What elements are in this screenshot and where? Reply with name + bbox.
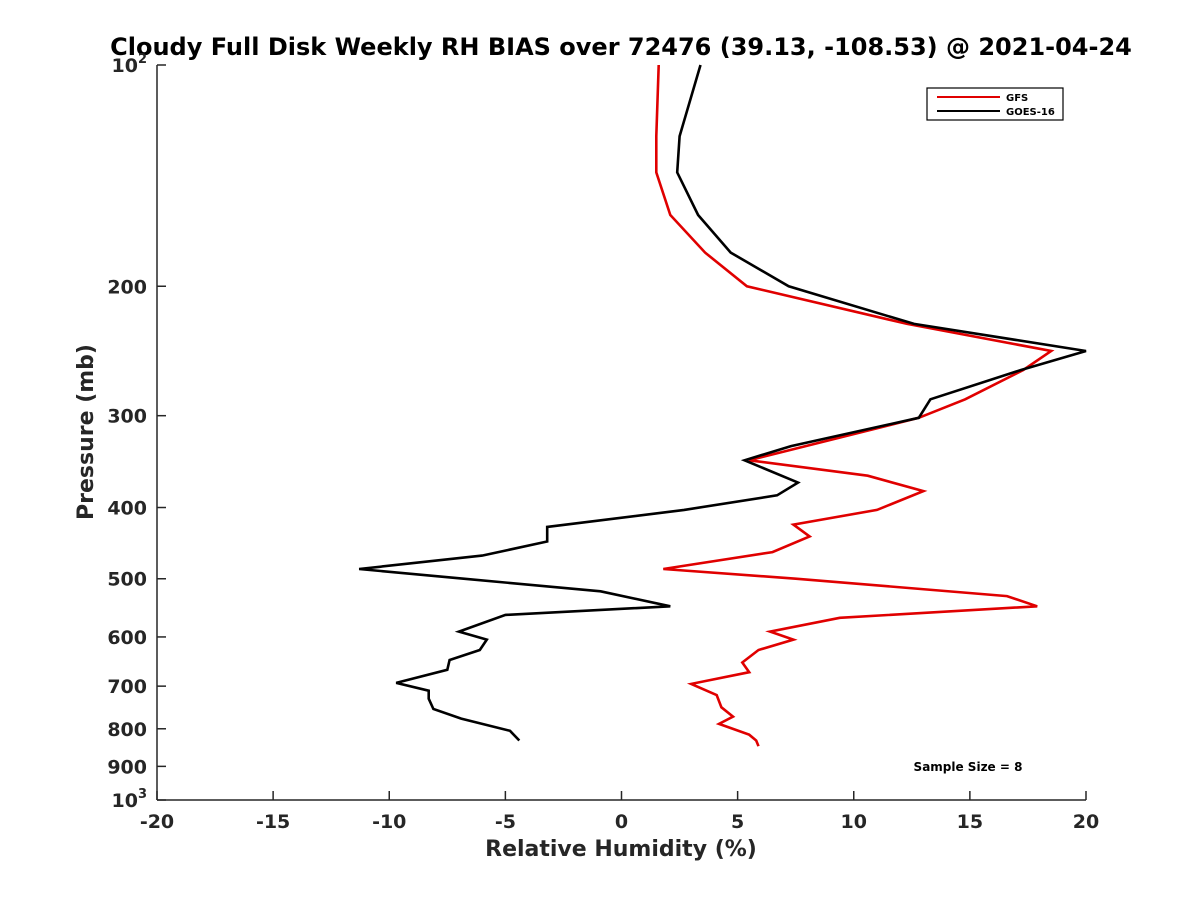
y-tick-label: 700 bbox=[107, 676, 147, 698]
y-tick-label: 500 bbox=[107, 569, 147, 591]
y-tick-label: 300 bbox=[107, 406, 147, 428]
y-tick-exponent: 2 bbox=[138, 52, 147, 67]
legend-label-gfs: GFS bbox=[1006, 93, 1028, 104]
y-tick-label: 400 bbox=[107, 498, 147, 520]
chart-title: Cloudy Full Disk Weekly RH BIAS over 724… bbox=[110, 33, 1132, 61]
x-axis-label: Relative Humidity (%) bbox=[485, 837, 757, 862]
y-axis-label: Pressure (mb) bbox=[74, 344, 99, 520]
y-tick-label: 103 bbox=[112, 787, 148, 812]
y-tick-label: 102 bbox=[112, 52, 148, 77]
x-tick-label: 5 bbox=[731, 811, 744, 833]
x-tick-label: -15 bbox=[256, 811, 290, 833]
series-line-gfs bbox=[654, 64, 1055, 747]
plot-area bbox=[157, 65, 1086, 800]
x-tick-label: -20 bbox=[140, 811, 174, 833]
sample-size-annotation: Sample Size = 8 bbox=[914, 760, 1023, 774]
x-tick-label: 10 bbox=[841, 811, 867, 833]
y-tick-exponent: 3 bbox=[138, 787, 147, 802]
x-ticks-layer: -20 -15 -10 -5 0 5 10 15 20 bbox=[140, 791, 1099, 833]
legend-label-goes16: GOES-16 bbox=[1006, 107, 1055, 118]
y-ticks-layer: 102 200 300 400 500 600 700 800 900 103 bbox=[107, 52, 166, 812]
x-tick-label: 0 bbox=[615, 811, 628, 833]
y-tick-label: 900 bbox=[107, 756, 147, 778]
series-line-goes16 bbox=[358, 64, 1087, 742]
x-tick-label: -5 bbox=[495, 811, 516, 833]
series-layer bbox=[358, 64, 1087, 747]
y-tick-label: 600 bbox=[107, 627, 147, 649]
y-tick-label: 800 bbox=[107, 719, 147, 741]
x-tick-label: 15 bbox=[957, 811, 983, 833]
x-tick-label: -10 bbox=[372, 811, 406, 833]
y-tick-label: 200 bbox=[107, 276, 147, 298]
legend: GFS GOES-16 bbox=[926, 87, 1064, 121]
legend-box bbox=[926, 87, 1064, 121]
x-tick-label: 20 bbox=[1073, 811, 1099, 833]
